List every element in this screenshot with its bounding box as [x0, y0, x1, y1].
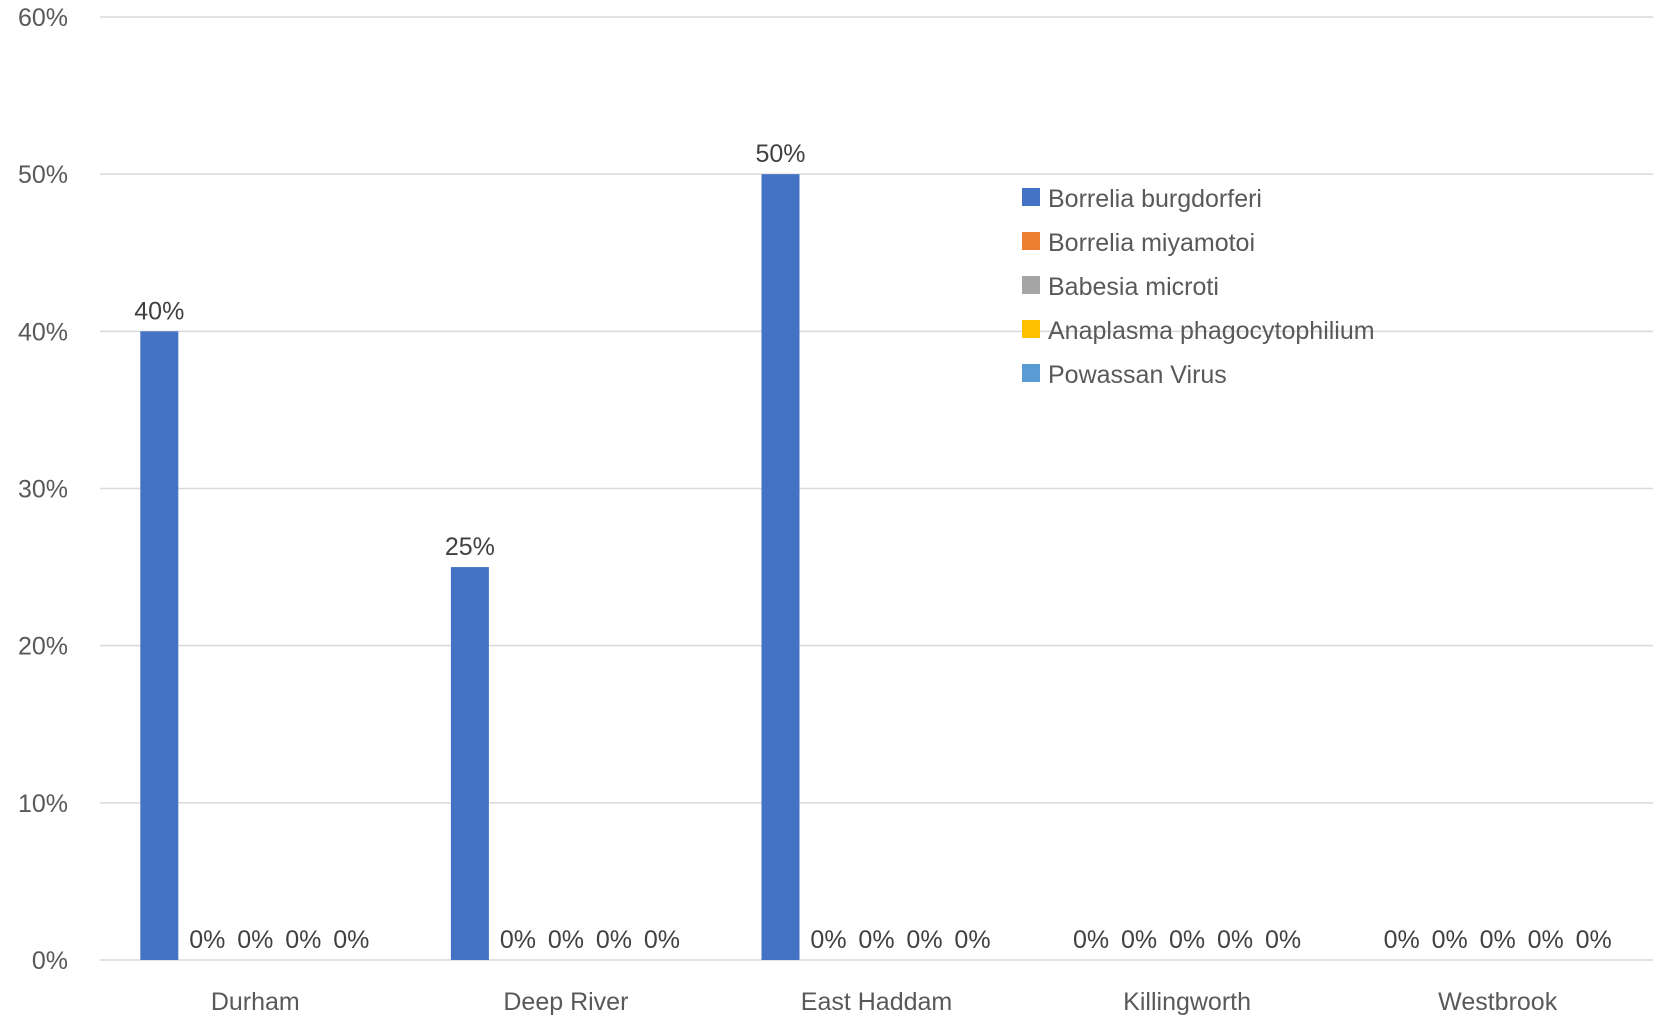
data-label: 0% — [333, 926, 369, 954]
legend-label: Babesia microti — [1048, 273, 1219, 301]
data-label: 40% — [134, 297, 184, 325]
x-category-label: Durham — [211, 988, 300, 1016]
legend-swatch — [1022, 232, 1040, 250]
bar — [140, 331, 179, 960]
x-category-label: Deep River — [503, 988, 628, 1016]
y-tick-label: 0% — [32, 947, 68, 975]
data-label: 0% — [1576, 926, 1612, 954]
legend-label: Borrelia miyamotoi — [1048, 229, 1255, 257]
data-label: 0% — [1265, 926, 1301, 954]
data-label: 25% — [445, 533, 495, 561]
data-label: 0% — [1384, 926, 1420, 954]
data-label: 0% — [500, 926, 536, 954]
data-label: 0% — [1121, 926, 1157, 954]
data-label: 0% — [1217, 926, 1253, 954]
legend: Borrelia burgdorferi Borrelia miyamotoi Ba… — [1022, 185, 1375, 389]
legend-label: Borrelia burgdorferi — [1048, 185, 1262, 213]
y-axis-ticks: 0% 10% 20% 30% 40% 50% 60% — [18, 4, 68, 975]
y-tick-label: 60% — [18, 4, 68, 32]
y-tick-label: 40% — [18, 318, 68, 346]
legend-swatch — [1022, 188, 1040, 206]
data-label: 0% — [1073, 926, 1109, 954]
data-label: 0% — [644, 926, 680, 954]
data-label: 0% — [285, 926, 321, 954]
data-label: 0% — [954, 926, 990, 954]
bar — [761, 174, 800, 960]
legend-label: Anaplasma phagocytophilium — [1048, 317, 1375, 345]
data-label: 0% — [1528, 926, 1564, 954]
data-label: 0% — [596, 926, 632, 954]
data-label: 0% — [1169, 926, 1205, 954]
x-category-label: Killingworth — [1123, 988, 1251, 1016]
gridlines — [100, 16, 1653, 961]
y-tick-label: 20% — [18, 633, 68, 661]
legend-label: Powassan Virus — [1048, 361, 1227, 389]
data-label: 0% — [906, 926, 942, 954]
bars — [140, 174, 800, 960]
data-label: 50% — [755, 140, 805, 168]
x-category-label: Westbrook — [1438, 988, 1558, 1016]
data-label: 0% — [1480, 926, 1516, 954]
bar — [450, 567, 489, 960]
data-label: 0% — [237, 926, 273, 954]
legend-swatch — [1022, 364, 1040, 382]
data-label: 0% — [1432, 926, 1468, 954]
y-tick-label: 50% — [18, 161, 68, 189]
y-tick-label: 10% — [18, 790, 68, 818]
data-label: 0% — [858, 926, 894, 954]
data-label: 0% — [810, 926, 846, 954]
y-tick-label: 30% — [18, 476, 68, 504]
data-label: 0% — [189, 926, 225, 954]
legend-swatch — [1022, 320, 1040, 338]
data-labels: 40% 0% 0% 0% 0% 25% 0% 0% 0% 0% 50% 0% 0% 0% 0% 0% 0% 0% 0… — [134, 140, 1611, 954]
x-category-label: East Haddam — [801, 988, 952, 1016]
data-label: 0% — [548, 926, 584, 954]
legend-swatch — [1022, 276, 1040, 294]
x-axis-categories: Durham Deep River East Haddam Killingworth W… — [211, 988, 1558, 1016]
